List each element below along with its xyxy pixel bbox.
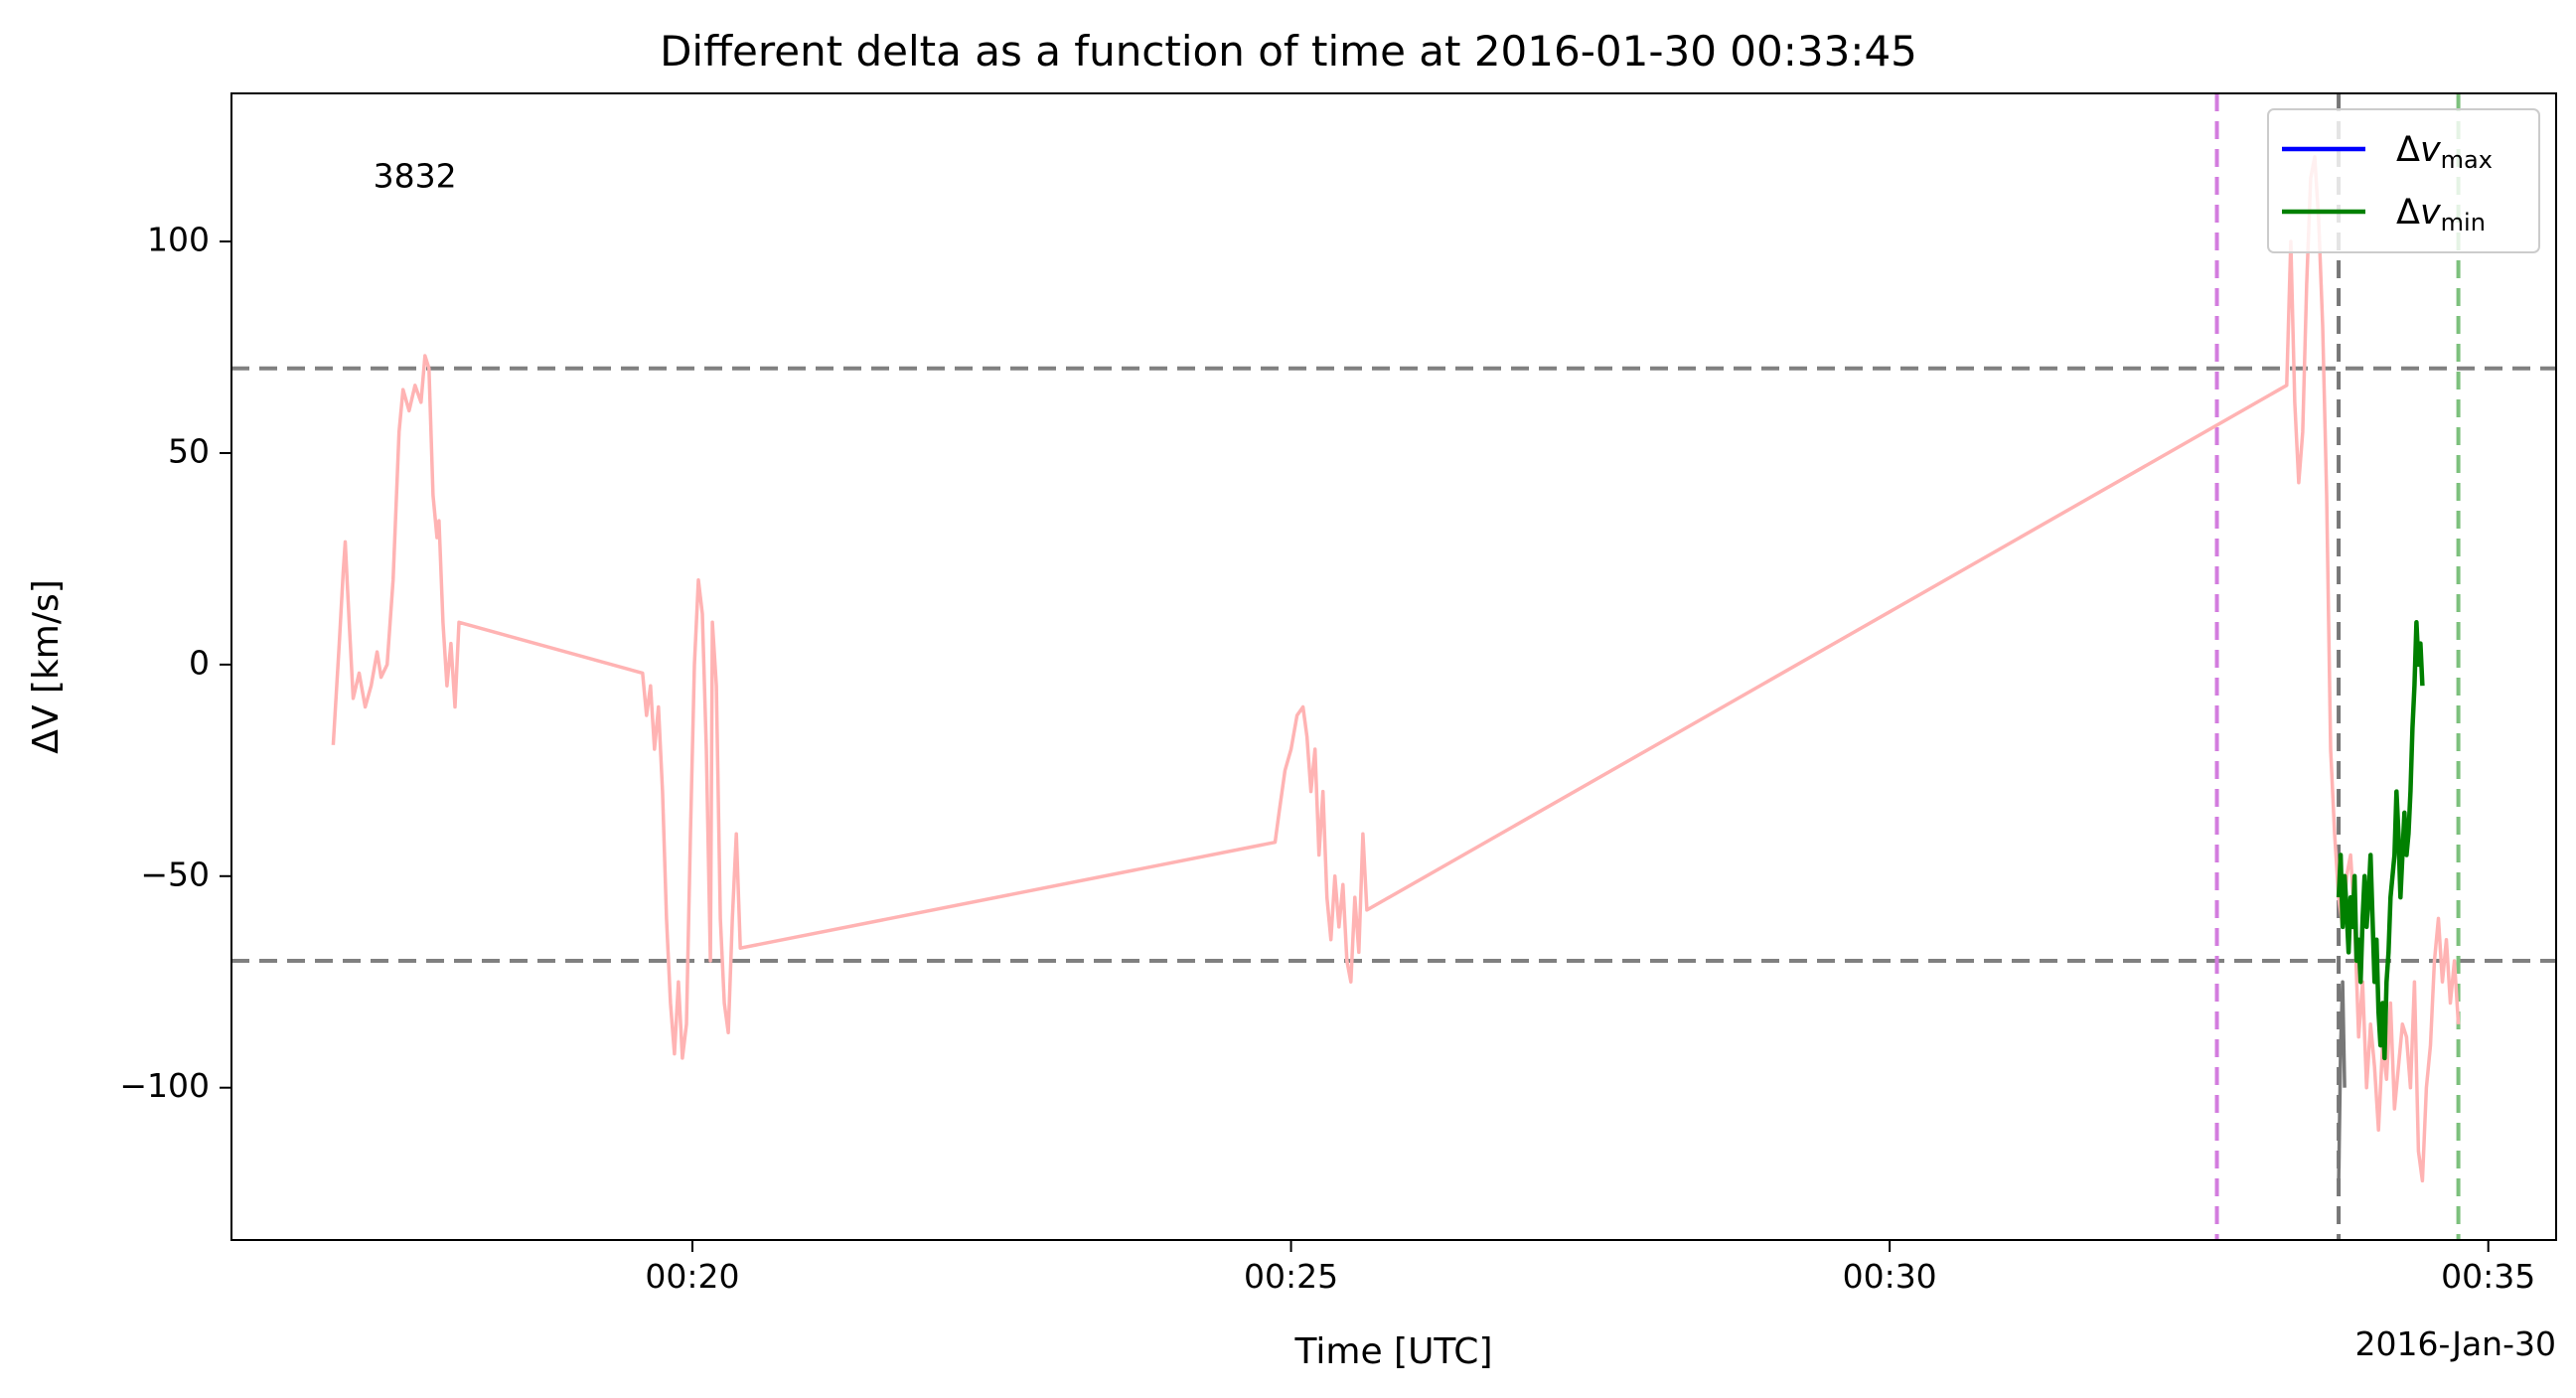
series-line-2	[2337, 980, 2347, 1181]
y-tick-label-4: −50	[140, 854, 210, 893]
series-line-3	[2336, 620, 2425, 1061]
y-tick-label-3: 0	[189, 643, 210, 682]
series-line-1	[331, 155, 2461, 1183]
x-axis-label: Time [UTC]	[1293, 1331, 1492, 1372]
y-axis-label: ΔV [km/s]	[26, 579, 67, 754]
date-label: 2016-Jan-30	[2355, 1324, 2557, 1363]
y-tick-label-1: 100	[147, 221, 210, 259]
x-tick-label-2: 00:25	[1244, 1257, 1338, 1296]
y-tick-label-2: 50	[168, 431, 210, 470]
annotation-text: 3832	[374, 157, 457, 196]
y-tick-label-5: −100	[119, 1066, 210, 1105]
x-tick-label-1: 00:20	[645, 1257, 739, 1296]
x-tick-label-3: 00:30	[1843, 1257, 1937, 1296]
chart-title: Different delta as a function of time at…	[660, 27, 1917, 76]
legend-label-1: Δvmax	[2396, 130, 2493, 174]
legend-box	[2267, 108, 2540, 253]
x-tick-label-4: 00:35	[2441, 1257, 2535, 1296]
legend-label-2: Δvmin	[2396, 193, 2486, 236]
plot-frame	[230, 92, 2557, 1241]
